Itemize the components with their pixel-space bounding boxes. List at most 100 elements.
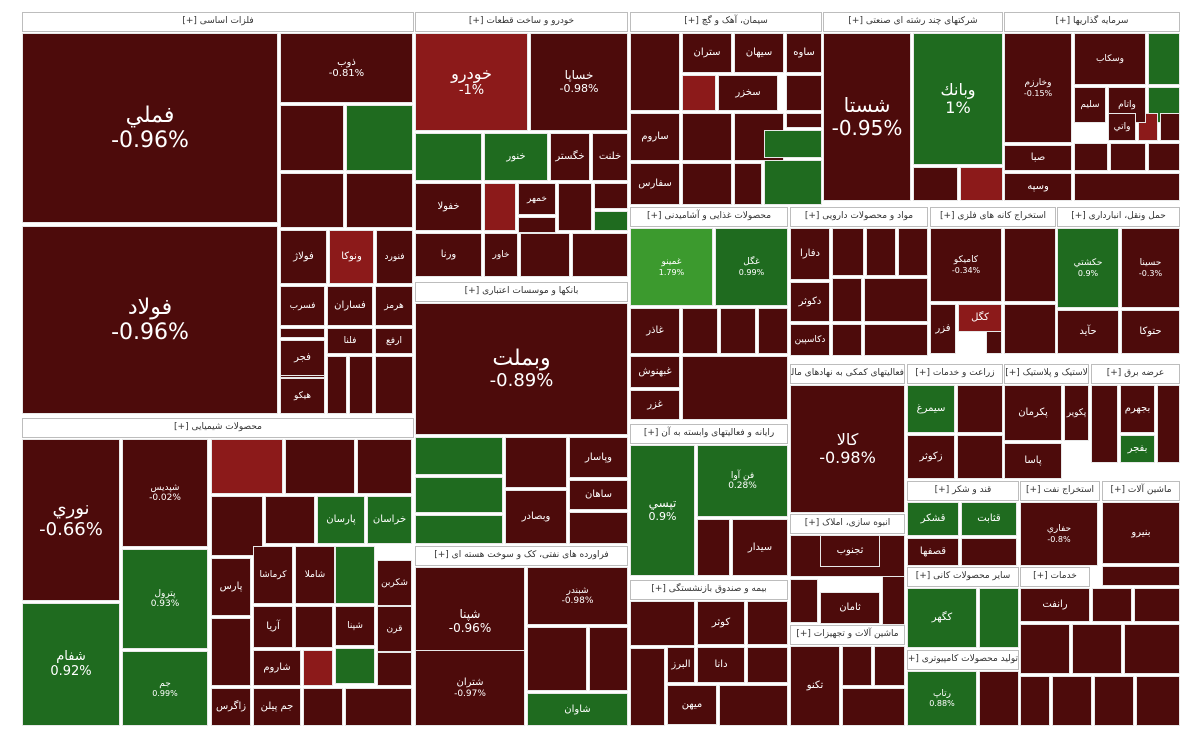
stock-tile[interactable]: شاروم (253, 650, 301, 686)
stock-tile[interactable]: هيكو (280, 378, 325, 414)
stock-tile[interactable]: فساران (327, 286, 373, 326)
treemap-filler-tile[interactable] (327, 356, 347, 414)
stock-tile[interactable]: زاگرس (211, 688, 251, 726)
treemap-filler-tile[interactable] (842, 646, 872, 686)
treemap-filler-tile[interactable] (589, 627, 628, 691)
sector-header[interactable]: محصولات غذایی و آشامیدنی [+] (630, 207, 788, 227)
stock-tile[interactable]: غاذر (630, 308, 680, 354)
stock-tile[interactable]: سيهان (734, 33, 784, 73)
treemap-filler-tile[interactable] (1092, 588, 1132, 622)
stock-tile[interactable]: ثجنوب (820, 535, 880, 567)
treemap-filler-tile[interactable] (345, 688, 412, 726)
treemap-filler-tile[interactable] (1074, 173, 1180, 201)
stock-tile[interactable]: البرز (667, 647, 695, 683)
stock-tile[interactable]: كگل (958, 304, 1002, 332)
stock-tile[interactable]: ستران (682, 33, 732, 73)
treemap-filler-tile[interactable] (682, 308, 718, 354)
treemap-filler-tile[interactable] (758, 308, 788, 354)
treemap-filler-tile[interactable] (285, 439, 355, 494)
treemap-filler-tile[interactable] (682, 356, 788, 420)
treemap-filler-tile[interactable] (866, 228, 896, 276)
treemap-filler-tile[interactable] (1074, 143, 1108, 171)
stock-tile[interactable]: ساهان (569, 480, 628, 510)
treemap-filler-tile[interactable] (265, 496, 315, 544)
treemap-filler-tile[interactable] (747, 647, 788, 683)
sector-header[interactable]: سرمایه گذاریها [+] (1004, 12, 1180, 32)
treemap-filler-tile[interactable] (527, 627, 587, 691)
stock-tile[interactable]: ثامان (820, 592, 880, 624)
treemap-filler-tile[interactable] (979, 671, 1019, 726)
stock-tile[interactable]: نوري -0.66% (22, 439, 120, 601)
sector-header[interactable]: بانکها و موسسات اعتباری [+] (415, 282, 628, 302)
stock-tile[interactable]: قرن (377, 606, 412, 652)
stock-tile[interactable]: حفاري -0.8% (1020, 502, 1098, 566)
stock-tile[interactable]: وخارزم -0.15% (1004, 33, 1072, 143)
stock-tile[interactable]: حكشتي 0.9% (1057, 228, 1119, 308)
stock-tile[interactable]: بفجر (1120, 435, 1155, 463)
sector-header[interactable]: استخراج کانه های فلزی [+] (930, 207, 1056, 227)
treemap-filler-tile[interactable] (558, 183, 592, 231)
stock-tile[interactable]: ونوكا (329, 230, 374, 284)
treemap-filler-tile[interactable] (569, 512, 628, 544)
treemap-filler-tile[interactable] (594, 211, 628, 231)
treemap-filler-tile[interactable] (1091, 385, 1118, 463)
stock-tile[interactable]: جم 0.99% (122, 651, 208, 726)
stock-tile[interactable]: خمهر (518, 183, 556, 215)
treemap-filler-tile[interactable] (518, 217, 556, 233)
treemap-filler-tile[interactable] (874, 646, 905, 686)
treemap-filler-tile[interactable] (697, 519, 730, 576)
treemap-filler-tile[interactable] (1124, 624, 1180, 674)
stock-tile[interactable]: صبا (1004, 145, 1072, 171)
stock-tile[interactable]: پاسا (1004, 443, 1062, 479)
stock-tile[interactable]: شكربن (377, 560, 412, 606)
treemap-filler-tile[interactable] (415, 477, 503, 513)
treemap-filler-tile[interactable] (790, 579, 818, 623)
treemap-filler-tile[interactable] (913, 167, 958, 201)
treemap-filler-tile[interactable] (1072, 624, 1122, 674)
stock-tile[interactable]: كاميكو -0.34% (930, 228, 1002, 302)
treemap-filler-tile[interactable] (832, 278, 862, 322)
treemap-filler-tile[interactable] (415, 133, 482, 181)
stock-tile[interactable]: آريا (253, 606, 293, 648)
sector-header[interactable]: سیمان، آهک و گچ [+] (630, 12, 822, 32)
stock-tile[interactable]: دفارا (790, 228, 830, 280)
stock-tile[interactable]: پارسان (317, 496, 365, 544)
stock-tile[interactable]: جم پيلن (253, 688, 301, 726)
treemap-filler-tile[interactable] (864, 278, 928, 322)
stock-tile[interactable]: غمينو 1.79% (630, 228, 713, 306)
stock-tile[interactable]: فنورد (376, 230, 413, 284)
stock-tile[interactable]: حتوكا (1121, 310, 1180, 354)
stock-tile[interactable]: زكوثر (907, 435, 955, 479)
stock-tile[interactable]: قصفها (907, 538, 959, 566)
stock-tile[interactable] (346, 105, 413, 171)
stock-tile[interactable]: شاوان (527, 693, 628, 726)
stock-tile[interactable]: رتاپ 0.88% (907, 671, 977, 726)
stock-tile[interactable]: وپاسار (569, 437, 628, 478)
treemap-filler-tile[interactable] (1094, 676, 1134, 726)
stock-tile[interactable]: غزر (630, 390, 680, 420)
treemap-filler-tile[interactable] (1148, 143, 1180, 171)
treemap-filler-tile[interactable] (520, 233, 570, 277)
stock-tile[interactable]: قثابت (961, 502, 1017, 536)
stock-tile[interactable]: كرماشا (253, 546, 293, 604)
treemap-filler-tile[interactable] (295, 606, 333, 648)
stock-tile[interactable]: ساروم (630, 113, 680, 161)
stock-tile[interactable]: سليم (1074, 87, 1106, 123)
stock-tile[interactable]: قشكر (907, 502, 959, 536)
treemap-filler-tile[interactable] (335, 546, 375, 604)
stock-tile[interactable]: خودرو -1% (415, 33, 528, 131)
stock-tile[interactable]: واتي (1108, 113, 1136, 141)
stock-tile[interactable]: وسكاب (1074, 33, 1146, 85)
sector-header[interactable]: عرضه برق [+] (1091, 364, 1180, 384)
treemap-filler-tile[interactable] (211, 618, 251, 686)
stock-tile[interactable]: تپسي 0.9% (630, 445, 695, 576)
stock-tile[interactable]: حآيد (1057, 310, 1119, 354)
stock-tile[interactable]: شفام 0.92% (22, 603, 120, 726)
stock-tile[interactable]: وبانك 1% (913, 33, 1003, 165)
treemap-filler-tile[interactable] (1102, 566, 1180, 586)
stock-tile[interactable]: ساوه (786, 33, 822, 73)
treemap-filler-tile[interactable] (630, 648, 665, 726)
treemap-filler-tile[interactable] (734, 163, 762, 205)
stock-tile[interactable]: سفارس (630, 163, 680, 205)
stock-tile[interactable]: خنور (484, 133, 548, 181)
